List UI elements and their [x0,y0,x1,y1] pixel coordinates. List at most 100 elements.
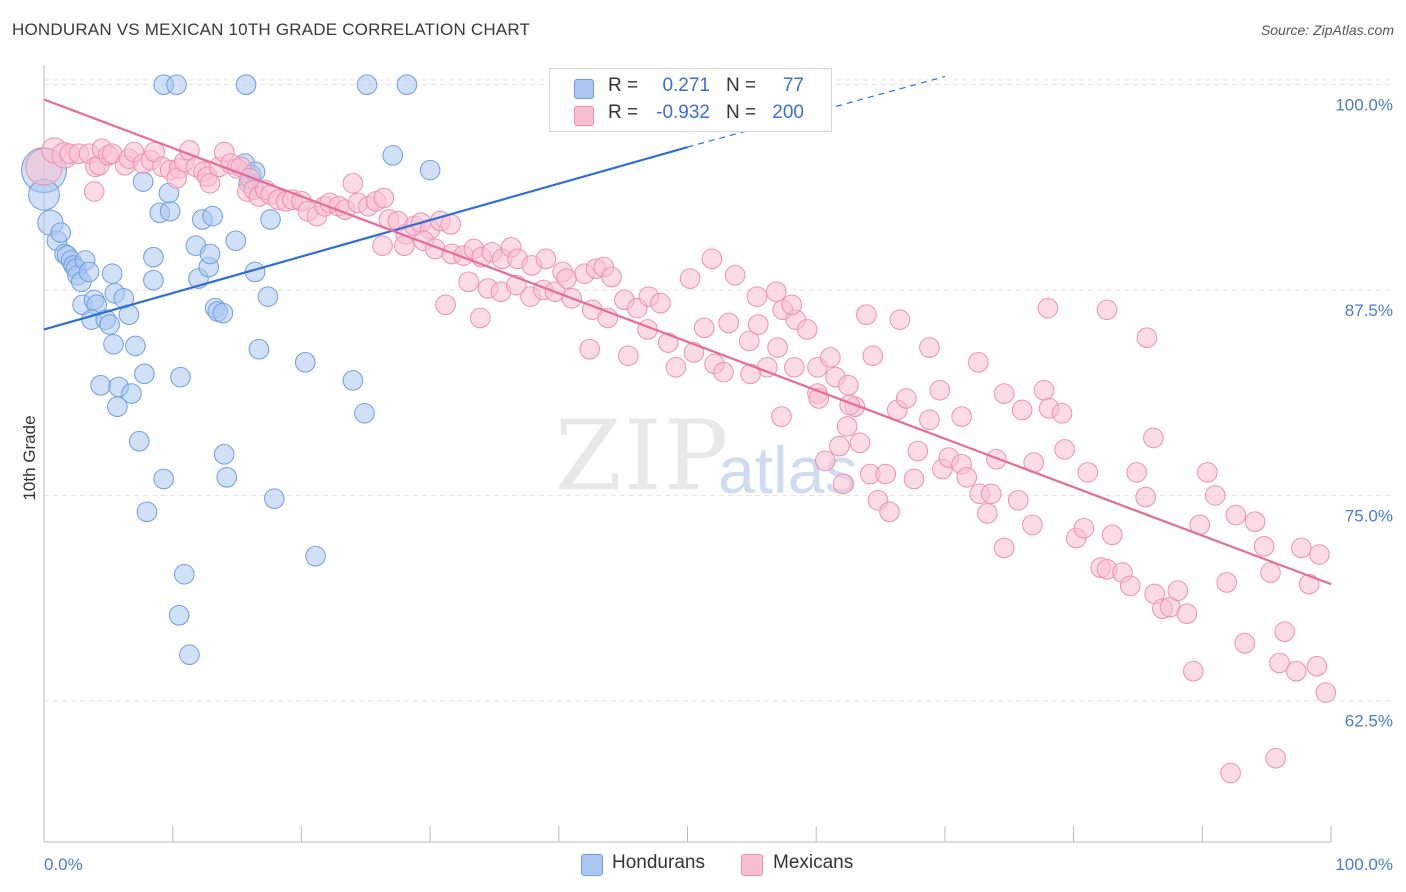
y-tick-label: 75.0% [1345,506,1393,525]
mexican-point [951,406,972,427]
mexican-point [1119,575,1141,597]
honduran-point [101,263,123,284]
mexican-point [746,286,768,307]
x-tick-label: 0.0% [44,855,83,874]
honduran-point [143,246,164,268]
chart-title: HONDURAN VS MEXICAN 10TH GRADE CORRELATI… [12,20,531,39]
honduran-point [202,205,223,227]
mexican-point [771,406,792,427]
mexican-point [701,248,723,270]
mexican-point [1037,297,1059,319]
mexican-point [1274,621,1295,643]
honduran-point [128,430,150,452]
tick-labels: 100.0% 87.5% 75.0% 62.5% 0.0% 100.0% [44,96,1393,874]
mexican-points [25,137,1337,784]
mexican-point [1253,536,1275,557]
mexican-point [1167,580,1189,601]
mexican-point [657,332,679,353]
mexican-point [1054,439,1075,460]
honduran-point [166,74,187,96]
mexican-point [849,432,871,454]
mexican-point [814,450,836,472]
legend-n-value: 200 [772,102,804,123]
mexican-point [665,356,687,378]
mexican-point [747,314,769,335]
mexican-point [373,187,395,209]
mexican-point [579,338,600,360]
honduran-point [225,230,247,252]
honduran-point [90,375,111,396]
mexican-point [1096,299,1118,321]
axes [43,65,1332,843]
mexican-point [1033,379,1055,401]
mexican-point [650,292,671,314]
honduran-trend-line [43,146,688,331]
honduran-point [99,314,120,335]
mexican-point [1182,660,1204,682]
mexican-point [1011,399,1033,421]
mexican-point [1101,524,1123,546]
mexican-point [679,268,701,289]
mexican-point [718,312,739,334]
bottom-legend-mexicans: Mexicans [773,852,854,873]
honduran-point [354,402,375,424]
mexican-point [796,319,818,340]
honduran-point [143,269,164,291]
mexican-point [766,281,787,302]
mexican-point [919,337,940,358]
mexican-point [829,435,850,457]
honduran-point [78,261,100,283]
honduran-point [153,468,174,490]
mexican-point [980,483,1002,505]
mexican-point [724,264,746,286]
honduran-point [134,363,155,385]
mexican-point [1244,511,1266,532]
mexican-point [1197,462,1218,483]
correlation-legend: R = 0.271 N = 77 R = -0.932 N = 200 [549,68,832,132]
honduran-point [170,366,191,388]
honduran-point [216,467,238,488]
honduran-point [107,396,128,417]
honduran-point [213,444,235,465]
mexican-point [1265,747,1286,769]
mexican-point [903,468,925,490]
mexican-point [342,172,364,194]
mexican-point [1007,490,1029,511]
mexican-point [693,317,715,339]
mexican-point [199,172,221,194]
mexican-point [1306,655,1328,677]
mexican-point [968,352,989,373]
bottom-legend-hondurans: Hondurans [612,852,705,873]
mexican-point [1225,504,1247,526]
honduran-point [248,338,270,360]
honduran-point [212,302,234,324]
legend-swatch-hondurans [574,79,594,99]
legend-row-mexicans: R = -0.932 N = 200 [550,102,831,130]
mexican-point [820,347,841,368]
mexican-point [836,416,858,437]
y-tick-label: 62.5% [1345,712,1393,731]
honduran-point [168,605,190,626]
honduran-point [294,352,316,373]
mexican-point [713,361,734,383]
mexican-point [832,473,854,495]
honduran-point [257,286,279,307]
mexican-point [856,304,877,325]
mexican-point [838,375,859,396]
honduran-point [305,545,326,567]
honduran-point [125,335,146,357]
mexican-point [862,345,884,367]
mexican-point [781,294,803,316]
mexican-point [919,409,940,431]
bottom-legend-swatch-hondurans [581,854,603,876]
mexican-point [601,266,622,288]
mexican-point [895,388,917,409]
mexican-point [1143,427,1164,449]
mexican-point [440,214,461,235]
trend-lines [43,75,1332,586]
mexican-point [435,294,456,316]
mexican-point [738,330,760,352]
honduran-point [264,488,285,509]
mexican-trend-line [43,98,1332,586]
